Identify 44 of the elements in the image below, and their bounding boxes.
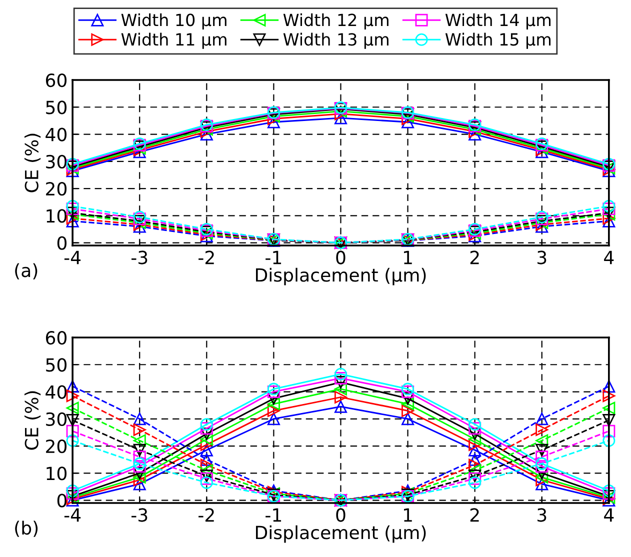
- y-tick-label: 50: [46, 358, 67, 372]
- x-tick-label: -1: [266, 250, 282, 264]
- y-tick-label: 60: [46, 73, 67, 88]
- legend-label: Width 13 μm: [283, 32, 388, 49]
- y-tick-label: 60: [46, 330, 67, 345]
- legend-label: Width 10 μm: [121, 13, 226, 30]
- legend-label: Width 11 μm: [121, 32, 226, 49]
- y-axis-title: CE (%): [24, 391, 41, 450]
- x-tick-label: -2: [198, 508, 214, 522]
- x-tick-label: -3: [131, 508, 148, 522]
- x-tick-label: -4: [64, 508, 81, 522]
- y-tick-label: 10: [46, 466, 67, 480]
- y-tick-label: 30: [46, 412, 67, 426]
- y-tick-label: 20: [46, 439, 67, 454]
- y-tick-label: 40: [46, 385, 67, 399]
- x-tick-label: -2: [198, 250, 214, 264]
- x-tick-label: 4: [604, 250, 614, 264]
- x-tick-label: 0: [336, 250, 346, 264]
- legend-label: Width 12 μm: [283, 13, 388, 30]
- x-tick-label: 2: [470, 508, 479, 522]
- y-tick-label: 50: [46, 100, 67, 114]
- x-tick-label: -1: [266, 508, 282, 522]
- legend-label: Width 14 μm: [445, 13, 550, 30]
- x-tick-label: -3: [131, 250, 148, 264]
- x-tick-label: 3: [538, 250, 546, 264]
- y-tick-label: 40: [46, 128, 67, 142]
- x-tick-label: 2: [470, 250, 479, 264]
- text: (a): [15, 263, 38, 280]
- x-tick-label: 0: [336, 508, 346, 522]
- x-axis-title: Displacement (μm): [256, 525, 426, 543]
- y-tick-label: 0: [57, 236, 67, 250]
- y-tick-label: 10: [46, 209, 67, 223]
- text: (b): [15, 520, 38, 537]
- x-tick-label: 1: [404, 508, 412, 522]
- x-tick-label: -4: [64, 250, 81, 264]
- y-tick-label: 20: [46, 182, 67, 196]
- legend-label: Width 15 μm: [445, 32, 550, 49]
- y-tick-label: 30: [46, 154, 67, 169]
- x-axis-title: Displacement (μm): [256, 268, 426, 286]
- x-tick-label: 1: [404, 250, 412, 264]
- x-tick-label: 4: [604, 508, 614, 522]
- y-tick-label: 0: [57, 494, 67, 508]
- y-axis-title: CE (%): [24, 134, 41, 192]
- x-tick-label: 3: [538, 508, 546, 522]
